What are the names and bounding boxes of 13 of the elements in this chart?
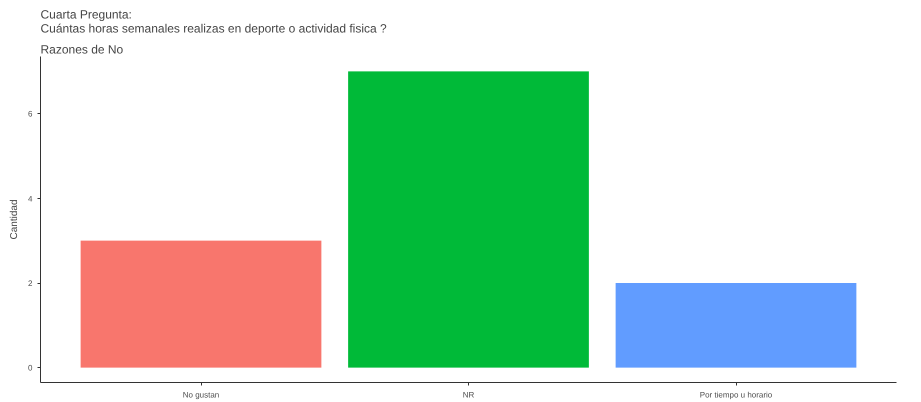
chart-subtitle: Razones de No	[40, 42, 124, 56]
y-tick-label: 2	[28, 279, 34, 288]
y-tick-label: 4	[28, 194, 34, 204]
chart-title: Cuarta Pregunta: Cuántas horas semanales realizas en deporte o actividad fisica ?	[40, 8, 388, 36]
bar	[616, 283, 856, 368]
bar	[80, 240, 322, 368]
bar	[348, 71, 589, 368]
y-tick-label: 6	[28, 110, 34, 119]
y-axis-title: Cantidad	[9, 199, 20, 240]
x-tick-label: Por tiempo u horario	[700, 390, 773, 400]
x-tick-label: No gustan	[182, 390, 220, 400]
y-tick-label: 0	[28, 364, 34, 373]
x-tick-label: NR	[462, 390, 474, 400]
